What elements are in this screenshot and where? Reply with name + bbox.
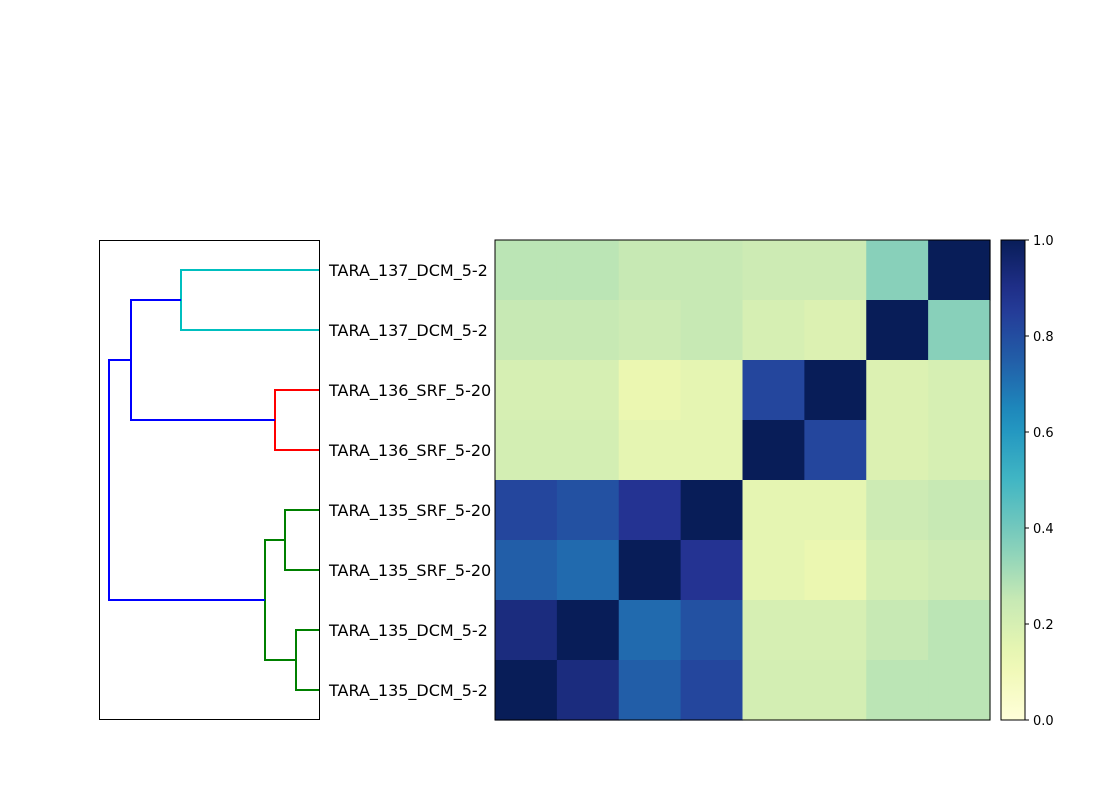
heatmap-cell (742, 540, 805, 601)
row-label: TARA_137_DCM_5-2 (328, 321, 488, 341)
heatmap-cell (495, 300, 558, 361)
heatmap-cell (742, 300, 805, 361)
heatmap-cell (680, 420, 744, 481)
heatmap-cell (866, 300, 929, 361)
heatmap-cell (928, 540, 991, 601)
heatmap-cell (866, 420, 929, 481)
heatmap-cell (556, 300, 620, 361)
row-label: TARA_136_SRF_5-20 (328, 441, 491, 461)
heatmap-cell (618, 480, 682, 541)
heatmap-cell (556, 420, 620, 481)
heatmap-cell (866, 600, 929, 661)
heatmap-cell (680, 240, 744, 301)
heatmap-cell (495, 240, 558, 301)
heatmap-cell (495, 660, 558, 721)
dendrogram-link (264, 539, 296, 661)
heatmap-cell (495, 480, 558, 541)
dendrogram-link (274, 389, 319, 451)
colorbar-tick-label: 0.4 (1033, 522, 1054, 537)
heatmap-cell (866, 480, 929, 541)
heatmap-cell (742, 660, 805, 721)
heatmap-cell (618, 240, 682, 301)
heatmap-cell (556, 600, 620, 661)
colorbar-tick-label: 0.0 (1033, 714, 1054, 729)
heatmap-cell (928, 660, 991, 721)
dendrogram-link (108, 359, 265, 601)
heatmap-cell (804, 600, 867, 661)
dendrogram-link (130, 299, 275, 421)
heatmap-frame (494, 239, 991, 721)
row-label: TARA_135_DCM_5-2 (328, 621, 488, 641)
heatmap-cell (556, 660, 620, 721)
row-label: TARA_135_SRF_5-20 (328, 501, 491, 521)
heatmap-cell (618, 540, 682, 601)
heatmap-cell (928, 420, 991, 481)
dendrogram-link (295, 629, 319, 691)
heatmap-cell (928, 600, 991, 661)
colorbar: 0.0 0.2 0.4 0.6 0.8 1.0 (1000, 234, 1054, 729)
heatmap-cell (866, 360, 929, 421)
heatmap-cell (866, 540, 929, 601)
colorbar-gradient (1000, 239, 1026, 721)
heatmap-cell (680, 540, 744, 601)
row-labels: TARA_137_DCM_5-2 TARA_137_DCM_5-2 TARA_136… (328, 261, 491, 701)
heatmap-cell (928, 360, 991, 421)
heatmap-cell (556, 360, 620, 421)
heatmap-cell (618, 660, 682, 721)
heatmap-cell (804, 420, 867, 481)
heatmap-cell (618, 600, 682, 661)
row-label: TARA_136_SRF_5-20 (328, 381, 491, 401)
heatmap-cell (804, 480, 867, 541)
heatmap-cell (804, 360, 867, 421)
heatmap-cell (742, 360, 805, 421)
heatmap-cell (556, 540, 620, 601)
dendrogram-link (284, 509, 319, 571)
heatmap-cell (804, 540, 867, 601)
heatmap-cell (495, 540, 558, 601)
heatmap-cell (928, 240, 991, 301)
heatmap-cell (804, 240, 867, 301)
colorbar-tick-label: 0.6 (1033, 426, 1054, 441)
colorbar-tick-label: 0.2 (1033, 618, 1054, 633)
heatmap-cell (680, 600, 744, 661)
heatmap-cell (680, 660, 744, 721)
heatmap-cell (556, 480, 620, 541)
colorbar-tick-label: 1.0 (1033, 234, 1054, 249)
heatmap-cell (618, 300, 682, 361)
colorbar-tick-label: 0.8 (1033, 330, 1054, 345)
heatmap-cell (742, 420, 805, 481)
heatmap-cell (618, 360, 682, 421)
heatmap-cell (495, 420, 558, 481)
heatmap-cell (618, 420, 682, 481)
row-label: TARA_135_DCM_5-2 (328, 681, 488, 701)
row-label: TARA_135_SRF_5-20 (328, 561, 491, 581)
heatmap-cell (928, 480, 991, 541)
heatmap-panel (494, 239, 991, 721)
row-label: TARA_137_DCM_5-2 (328, 261, 488, 281)
heatmap-cell (804, 300, 867, 361)
heatmap-cell (556, 240, 620, 301)
heatmap-cell (742, 480, 805, 541)
heatmap-cell (804, 660, 867, 721)
heatmap-cell (680, 480, 744, 541)
heatmap-cell (866, 240, 929, 301)
heatmap-cell (742, 240, 805, 301)
heatmap-cell (928, 300, 991, 361)
heatmap-cell (495, 360, 558, 421)
dendrogram-panel (99, 240, 320, 720)
dendrogram-link (180, 269, 319, 331)
heatmap-cell (866, 660, 929, 721)
heatmap-cell (742, 600, 805, 661)
heatmap-cell (680, 360, 744, 421)
dendrogram-frame (99, 240, 320, 720)
heatmap-cell (680, 300, 744, 361)
heatmap-cell (495, 600, 558, 661)
